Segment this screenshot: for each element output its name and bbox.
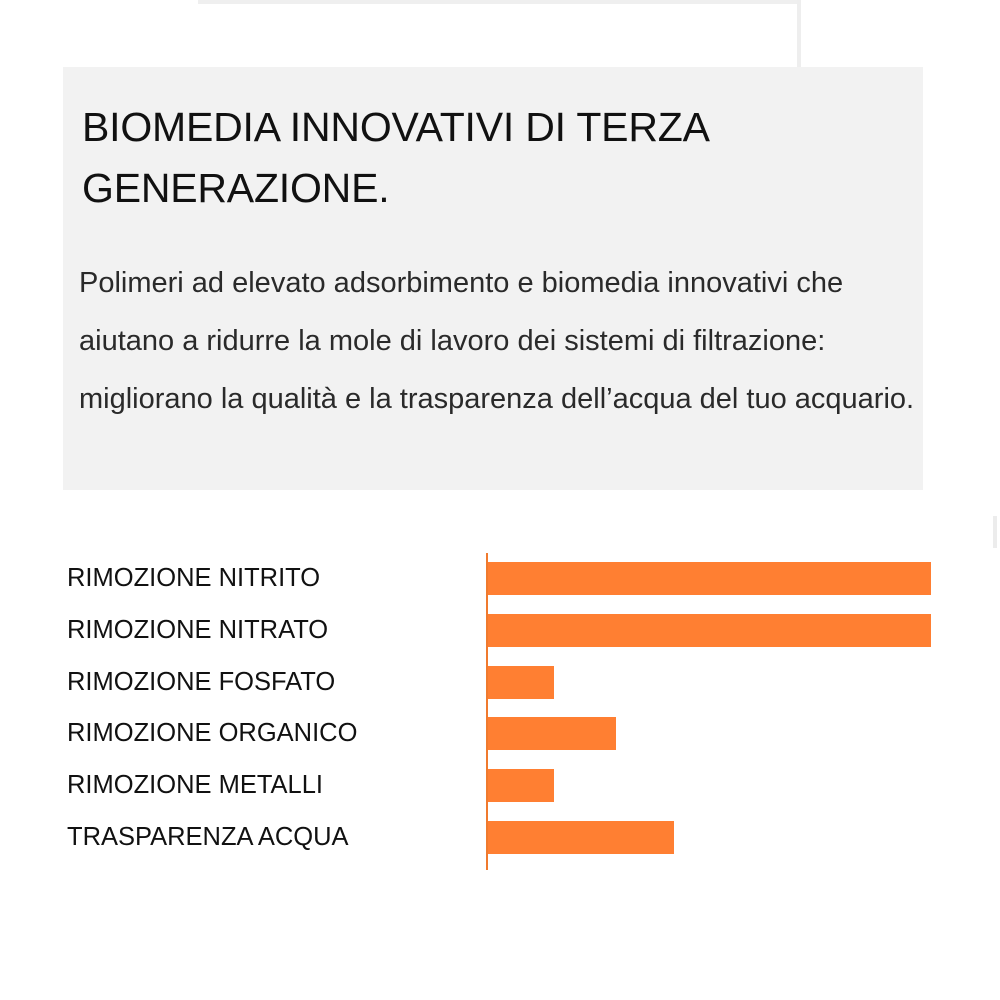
chart-row: RIMOZIONE NITRATO [0, 613, 1000, 647]
chart-category-label: RIMOZIONE NITRITO [67, 564, 321, 592]
chart-bar [488, 562, 931, 595]
top-divider [797, 0, 801, 68]
intro-box: BIOMEDIA INNOVATIVI DI TERZA GENERAZIONE… [63, 67, 923, 490]
chart-row: RIMOZIONE FOSFATO [0, 665, 1000, 699]
chart-row: TRASPARENZA ACQUA [0, 821, 1000, 854]
chart-bar [488, 613, 931, 647]
chart-bar [488, 665, 554, 699]
chart-category-label: RIMOZIONE FOSFATO [67, 667, 336, 696]
chart-bar [488, 821, 674, 854]
intro-body: Polimeri ad elevato adsorbimento e biome… [79, 267, 915, 415]
chart-category-label: RIMOZIONE METALLI [67, 771, 323, 800]
chart-category-label: RIMOZIONE NITRATO [67, 615, 329, 644]
bar-chart: RIMOZIONE NITRITO RIMOZIONE NITRATO RIMOZI… [0, 550, 1000, 880]
top-panel-edge [198, 0, 798, 4]
chart-bar [488, 717, 616, 751]
chart-row: RIMOZIONE METALLI [0, 769, 1000, 803]
chart-category-label: RIMOZIONE ORGANICO [67, 719, 358, 748]
chart-row: RIMOZIONE NITRITO [0, 562, 1000, 595]
chart-bar [488, 769, 554, 803]
chart-category-label: TRASPARENZA ACQUA [67, 823, 349, 851]
intro-title: BIOMEDIA INNOVATIVI DI TERZA GENERAZIONE… [82, 104, 708, 211]
scroll-edge-marker [993, 516, 997, 548]
chart-axis [486, 553, 488, 870]
chart-row: RIMOZIONE ORGANICO [0, 717, 1000, 751]
